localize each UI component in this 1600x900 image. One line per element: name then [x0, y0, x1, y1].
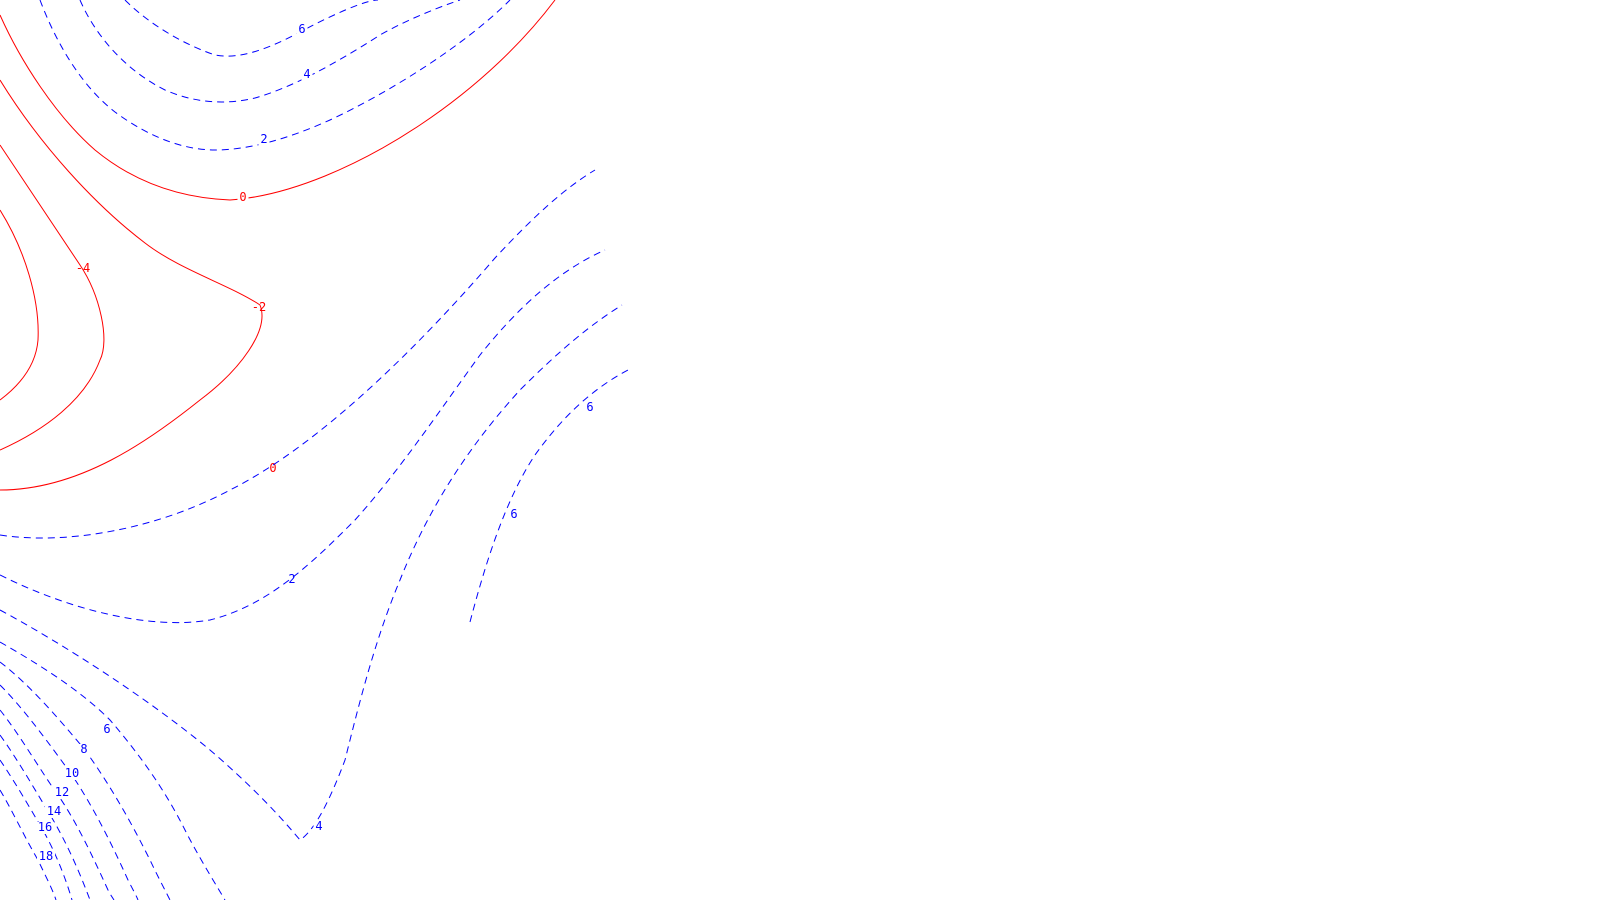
contour-label-backdrop: [296, 24, 308, 36]
contour-line-level-18: [0, 789, 57, 900]
contour-line-level-6: [469, 369, 629, 623]
contour-label-0: 0: [269, 461, 276, 475]
contour-label--2: -2: [252, 300, 266, 314]
contour-label-backdrop: [101, 724, 113, 736]
contour-line-level-0: [0, 79, 263, 491]
contour-line-level--2: [0, 144, 105, 451]
contour-label--4: -4: [76, 261, 90, 275]
contour-line-level-2: [0, 169, 596, 539]
contour-line-level-6: [0, 641, 226, 900]
contour-label-backdrop: [508, 509, 520, 521]
contour-line-level-6: [0, 249, 606, 624]
contour-label-backdrop: [36, 822, 54, 834]
contour-label-backdrop: [584, 402, 596, 414]
contour-line-level-0: [0, 0, 556, 201]
contour-label-8: 8: [80, 742, 87, 756]
contour-label-6: 6: [510, 507, 517, 521]
contour-layer: 6 4 2 0 -4 -2 0 2 6 6 4 6 810 12 14 16 18: [0, 0, 629, 900]
contour-label-6: 6: [298, 22, 305, 36]
contour-label-12: 12: [55, 785, 69, 799]
contour-line-level-2: [39, 0, 511, 151]
contour-label-10: 10: [65, 766, 79, 780]
contour-label-14: 14: [47, 804, 61, 818]
contour-line-level-10: [0, 684, 139, 900]
contour-label-6: 6: [103, 722, 110, 736]
contour-label-backdrop: [286, 574, 298, 586]
contour-label-2: 2: [260, 132, 267, 146]
contour-label-backdrop: [301, 69, 313, 81]
contour-label-backdrop: [267, 463, 279, 475]
contour-label-backdrop: [45, 806, 63, 818]
contour-label-backdrop: [313, 821, 325, 833]
contour-label-backdrop: [53, 787, 71, 799]
contour-label-16: 16: [38, 820, 52, 834]
contour-label-6: 6: [586, 400, 593, 414]
contour-label-backdrop: [63, 768, 81, 780]
contour-line-level-4: [0, 304, 623, 841]
contour-label-backdrop: [78, 744, 90, 756]
contour-label-18: 18: [39, 849, 53, 863]
contour-label-0: 0: [239, 190, 246, 204]
contour-label-4: 4: [303, 67, 310, 81]
contour-label-backdrop: [250, 302, 268, 314]
contour-label-4: 4: [315, 819, 322, 833]
contour-line-level-6: [124, 0, 379, 57]
contour-line-level--4: [0, 209, 39, 401]
contour-label-backdrop: [237, 192, 249, 204]
contour-label-backdrop: [37, 851, 55, 863]
contour-line-level-8: [0, 661, 171, 900]
contour-label-2: 2: [288, 572, 295, 586]
contour-line-level-4: [79, 0, 461, 103]
contour-label-backdrop: [258, 134, 270, 146]
